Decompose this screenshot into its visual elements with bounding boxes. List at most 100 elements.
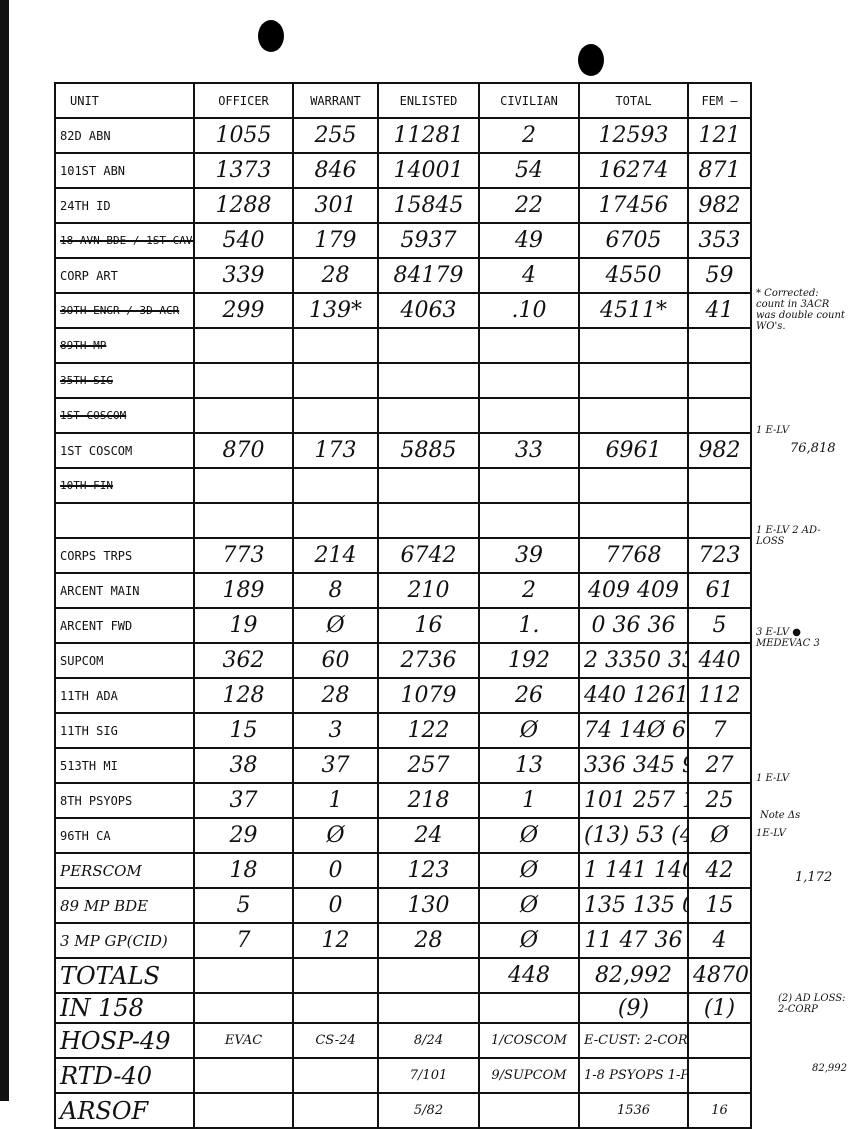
note-supcom: 3 E-LV ● MEDEVAC 3 [756,627,820,649]
cell-enlisted: 15845 [377,187,480,224]
cell-civilian: 33 [478,432,580,469]
cell-fem: (1) [687,992,752,1024]
cell-enlisted: 28 [377,922,480,959]
cell-unit: 18 AVN BDE / 1ST CAV DIV [54,222,195,259]
header-row: UNIT OFFICER WARRANT ENLISTED CIVILIAN TOTAL F… [54,82,752,119]
cell-officer [193,957,294,994]
cell-warrant: 0 [292,852,379,889]
cell-officer: 19 [193,607,294,644]
cell-officer: 299 [193,292,294,329]
cell-unit: 101ST ABN [54,152,195,189]
cell-enlisted [377,467,480,504]
cell-enlisted [377,502,480,539]
cell-total: 1-8 PSYOPS 1-PERSCOM [578,1057,689,1094]
cell-officer: 15 [193,712,294,749]
column-header-fem: FEM — [687,82,752,119]
cell-civilian [478,467,580,504]
cell-officer [193,362,294,399]
cell-total [578,362,689,399]
cell-civilian [478,327,580,364]
table-row: CORP ART 339 28 84179 4 4550 59 [54,257,752,294]
cell-total: 440 1261 821 [578,677,689,714]
column-header-unit: UNIT [54,82,195,119]
cell-enlisted: 218 [377,782,480,819]
cell-warrant: 173 [292,432,379,469]
cell-fem: 982 [687,187,752,224]
table-row: HOSP-49 EVAC CS-24 8/24 1/COSCOM E-CUST: 2-CO… [54,1022,752,1059]
cell-warrant: 139* [292,292,379,329]
cell-warrant: 846 [292,152,379,189]
cell-total: E-CUST: 2-CORPS 3-SUPCOM [578,1022,689,1059]
cell-civilian: .10 [478,292,580,329]
cell-fem: 25 [687,782,752,819]
cell-unit: 89TH MP [54,327,195,364]
table-row: 513TH MI 38 37 257 13 336 345 9 27 [54,747,752,784]
cell-civilian [478,1092,580,1129]
note-psyops: 1 E-LV [756,773,790,784]
cell-warrant: 3 [292,712,379,749]
cell-enlisted: 123 [377,852,480,889]
cell-total: 16274 [578,152,689,189]
cell-enlisted: 5/82 [377,1092,480,1129]
cell-fem: 871 [687,152,752,189]
cell-warrant [292,1092,379,1129]
table-row: 1ST COSCOM [54,397,752,434]
cell-warrant [292,992,379,1024]
table-row: 10TH FIN [54,467,752,504]
cell-enlisted: 7/101 [377,1057,480,1094]
cell-civilian: Ø [478,852,580,889]
cell-total: 1 141 140 [578,852,689,889]
cell-enlisted: 24 [377,817,480,854]
table-row: 89TH MP [54,327,752,364]
cell-unit: 10TH FIN [54,467,195,504]
cell-fem [687,1057,752,1094]
cell-civilian: 54 [478,152,580,189]
cell-warrant: 12 [292,922,379,959]
cell-enlisted: 84179 [377,257,480,294]
cell-fem: 7 [687,712,752,749]
cell-total [578,467,689,504]
cell-civilian: Ø [478,712,580,749]
cell-total: 6705 [578,222,689,259]
table-row: ARCENT MAIN 189 8 210 2 409 409 61 [54,572,752,609]
cell-total: 17456 [578,187,689,224]
punch-hole [258,20,284,52]
note-adloss: (2) AD LOSS: 2-CORP [778,993,846,1015]
cell-warrant: Ø [292,607,379,644]
cell-officer [193,992,294,1024]
table-row: IN 158 (9) (1) [54,992,752,1024]
cell-fem: 59 [687,257,752,294]
cell-unit: 3 MP GP(CID) [54,922,195,959]
cell-enlisted: 2736 [377,642,480,679]
cell-unit [54,502,195,539]
cell-warrant [292,502,379,539]
cell-officer: 870 [193,432,294,469]
cell-unit: ARSOF [54,1092,195,1129]
cell-officer: 540 [193,222,294,259]
cell-total: 6961 [578,432,689,469]
cell-total: 101 257 156 [578,782,689,819]
cell-enlisted: 11281 [377,117,480,154]
cell-civilian [478,992,580,1024]
note-corps: 1 E-LV 2 AD-LOSS [756,525,821,547]
column-header-civilian: CIVILIAN [478,82,580,119]
cell-fem: 4870 [687,957,752,994]
cell-civilian: 9/SUPCOM [478,1057,580,1094]
cell-total: 11 47 36 [578,922,689,959]
cell-total: 2 3350 3348 [578,642,689,679]
cell-officer: 773 [193,537,294,574]
cell-unit: 11TH ADA [54,677,195,714]
cell-fem: 121 [687,117,752,154]
cell-unit: SUPCOM [54,642,195,679]
cell-officer: 5 [193,887,294,924]
cell-officer: 37 [193,782,294,819]
cell-fem: 4 [687,922,752,959]
cell-unit: HOSP-49 [54,1022,195,1059]
cell-enlisted: 14001 [377,152,480,189]
cell-enlisted: 1079 [377,677,480,714]
cell-warrant: 179 [292,222,379,259]
cell-enlisted [377,327,480,364]
cell-civilian [478,502,580,539]
